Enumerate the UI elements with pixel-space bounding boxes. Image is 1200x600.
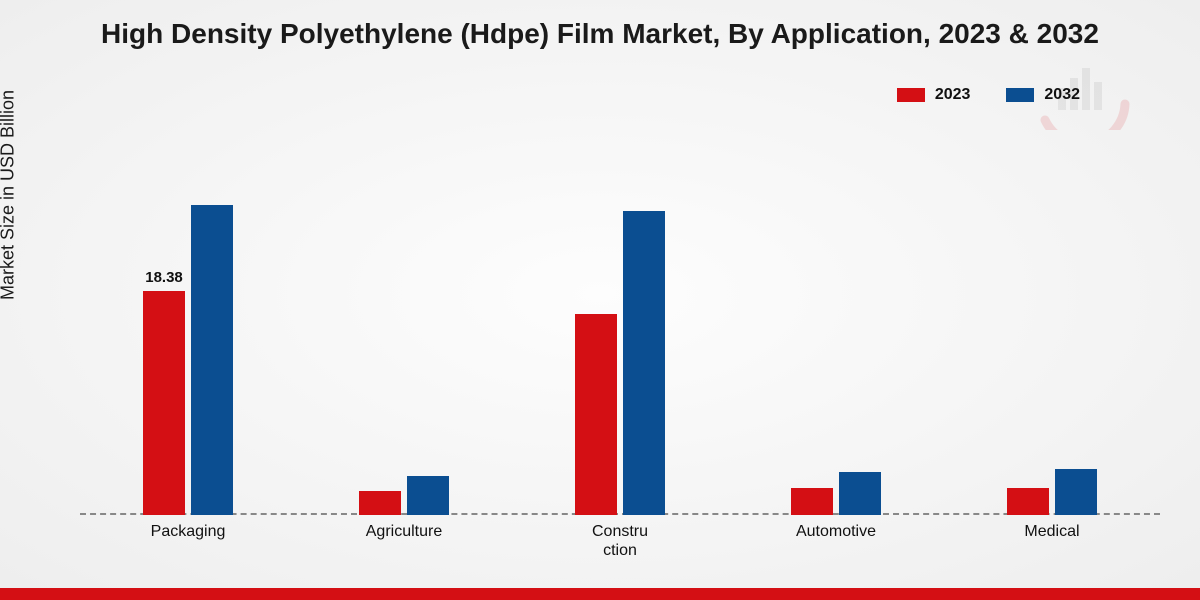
bar	[359, 491, 401, 515]
bar	[407, 476, 449, 515]
legend-swatch-2023	[897, 88, 925, 102]
bar	[1007, 488, 1049, 515]
x-axis-category-label: Agriculture	[344, 523, 464, 560]
y-axis-label: Market Size in USD Billion	[0, 90, 19, 300]
legend-label-2023: 2023	[935, 86, 971, 104]
legend-label-2032: 2032	[1044, 86, 1080, 104]
chart-title: High Density Polyethylene (Hdpe) Film Ma…	[0, 18, 1200, 50]
bar-data-label: 18.38	[145, 269, 183, 286]
x-axis-category-label: Automotive	[776, 523, 896, 560]
bar	[191, 205, 233, 515]
plot-area: 18.38	[80, 150, 1160, 515]
legend: 2023 2032	[897, 86, 1080, 104]
bar-group	[992, 469, 1112, 515]
bar	[575, 314, 617, 515]
bar-group	[344, 476, 464, 515]
x-labels: Packaging Agriculture Constru ction Automot…	[80, 523, 1160, 560]
legend-item-2032: 2032	[1006, 86, 1080, 104]
legend-item-2023: 2023	[897, 86, 971, 104]
x-axis-category-label: Medical	[992, 523, 1112, 560]
bar	[791, 488, 833, 515]
bar	[1055, 469, 1097, 515]
bar	[623, 211, 665, 515]
bar-group	[776, 472, 896, 515]
bottom-accent-bar	[0, 588, 1200, 600]
bar: 18.38	[143, 291, 185, 515]
bar	[839, 472, 881, 515]
x-axis-category-label: Packaging	[128, 523, 248, 560]
bar-group	[560, 211, 680, 515]
bar-groups: 18.38	[80, 150, 1160, 515]
bar-group: 18.38	[128, 205, 248, 515]
x-axis-category-label: Constru ction	[560, 523, 680, 560]
legend-swatch-2032	[1006, 88, 1034, 102]
